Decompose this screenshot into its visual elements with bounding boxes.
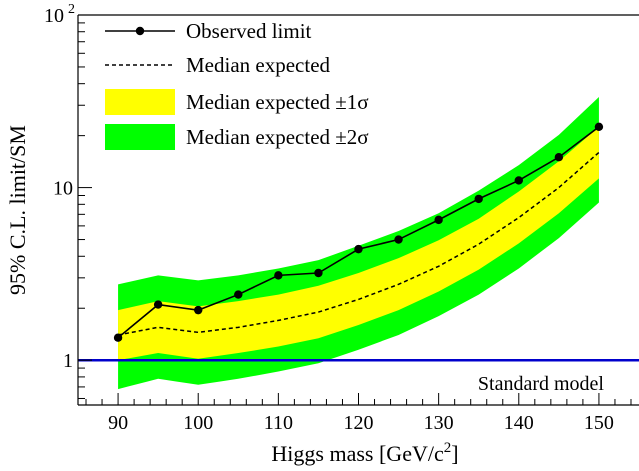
y-axis-title: 95% C.L. limit/SM: [5, 125, 30, 295]
legend-observed-marker: [135, 26, 145, 36]
y-tick-label: 10: [53, 178, 73, 200]
legend-2sigma-swatch: [105, 124, 175, 150]
observed-point: [113, 333, 123, 342]
x-tick-label: 130: [424, 412, 454, 434]
band-1sigma: [118, 126, 599, 361]
observed-point: [234, 290, 243, 299]
observed-point: [274, 271, 283, 280]
plot-area: Standard model: [78, 96, 639, 395]
y-tick-label: 10 2: [44, 2, 75, 27]
legend-label: Observed limit: [186, 19, 312, 43]
legend-1sigma-swatch: [105, 89, 175, 115]
legend-label: Median expected: [186, 53, 331, 77]
observed-point: [314, 268, 323, 278]
observed-point: [194, 305, 203, 315]
median-expected-line: [117, 151, 600, 336]
y-tick-label: 1: [63, 350, 73, 372]
y-tick-base: 10: [53, 178, 73, 200]
x-tick-label: 90: [108, 412, 128, 434]
observed-point: [434, 215, 443, 225]
observed-point: [554, 153, 564, 162]
observed-point: [474, 194, 483, 204]
legend: Observed limit Median expected Median expe…: [105, 19, 369, 150]
x-tick-label: 110: [264, 412, 293, 434]
observed-point: [354, 244, 363, 254]
standard-model-label: Standard model: [478, 373, 605, 395]
observed-point: [594, 122, 604, 132]
y-tick-base: 1: [63, 350, 73, 372]
x-tick-label: 150: [584, 412, 614, 434]
y-tick-exponent: 2: [68, 2, 75, 17]
x-axis-title: Higgs mass [GeV/c2]: [271, 440, 458, 466]
observed-point: [394, 235, 403, 244]
x-tick-label: 120: [344, 412, 374, 434]
legend-label: Median expected ±1σ: [186, 90, 369, 114]
axes-frame: [77, 14, 639, 406]
legend-label: Median expected ±2σ: [186, 125, 369, 149]
observed-point: [153, 300, 163, 309]
x-tick-label: 140: [504, 412, 534, 434]
y-tick-base: 10: [44, 5, 64, 27]
observed-point: [514, 176, 523, 185]
x-tick-label: 100: [183, 412, 213, 434]
